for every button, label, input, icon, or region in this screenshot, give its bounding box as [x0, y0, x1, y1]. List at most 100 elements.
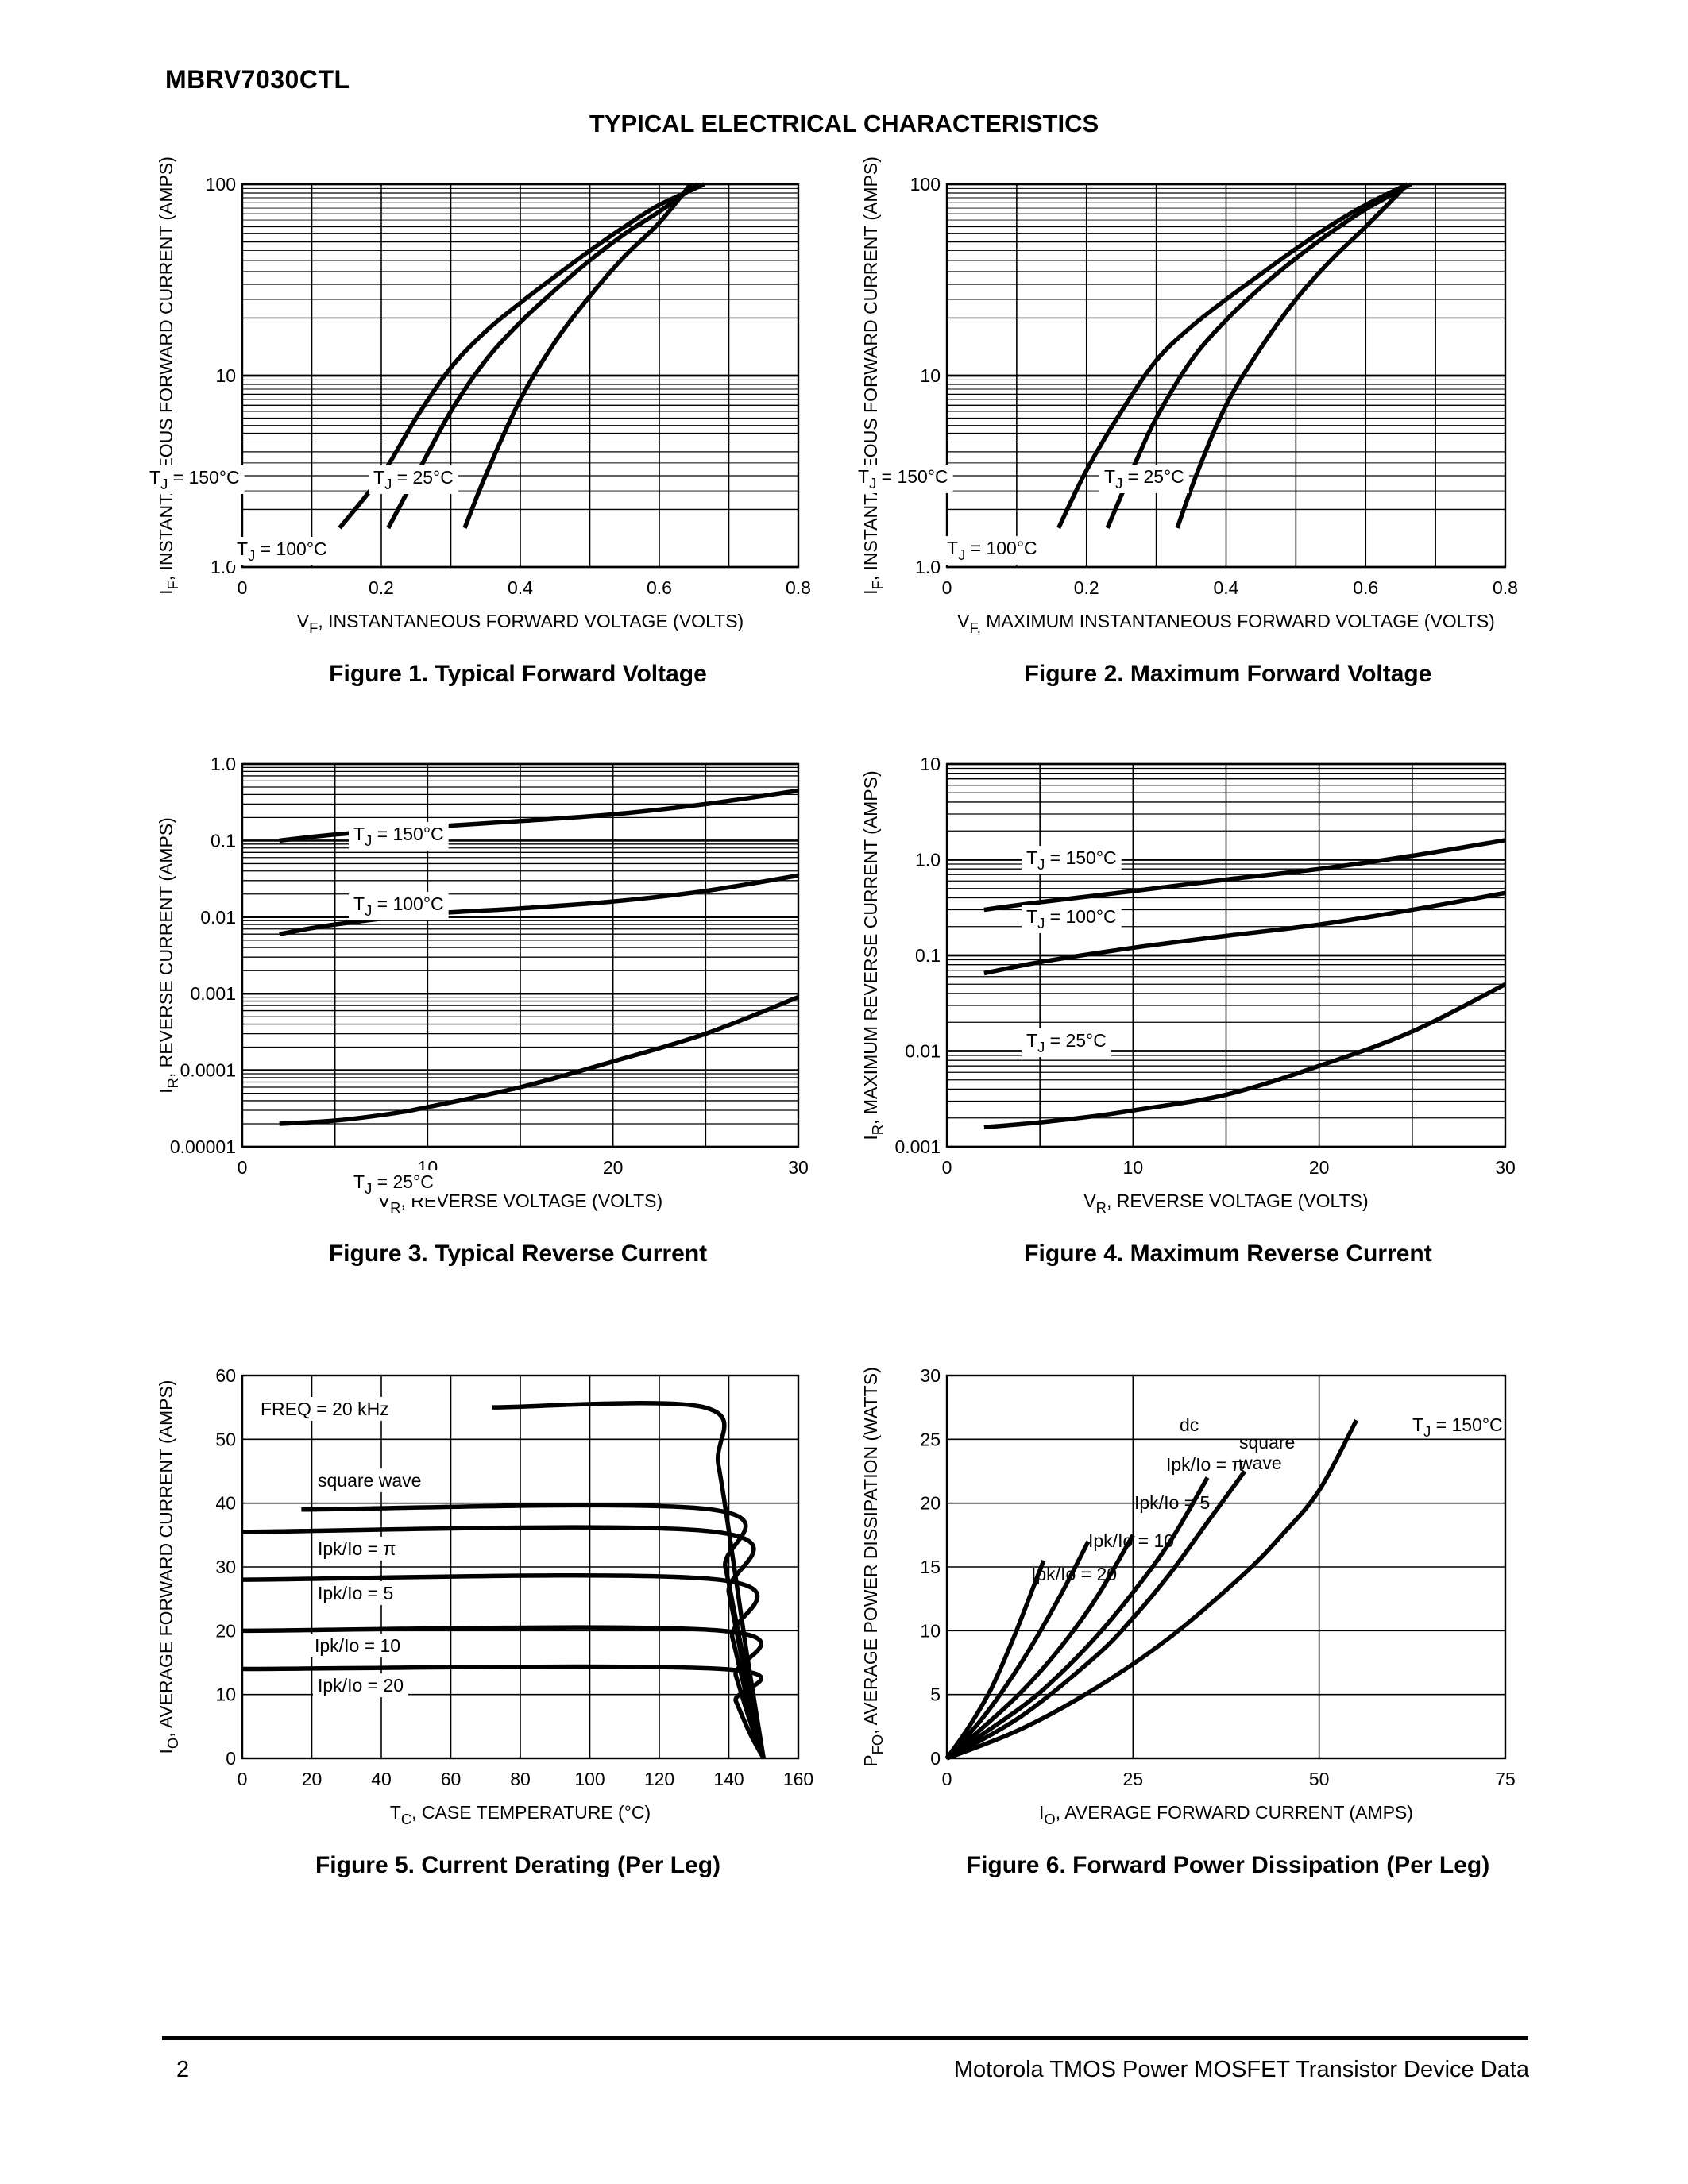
- x-tick-label: 0: [238, 577, 248, 598]
- fig5-y-axis-title: IO, AVERAGE FORWARD CURRENT (AMPS): [156, 1380, 181, 1754]
- x-tick-label: 0.4: [1214, 577, 1239, 598]
- figure-3-caption: Figure 3. Typical Reverse Current: [328, 1241, 708, 1267]
- fig1-series-0: [338, 182, 706, 530]
- x-tick-label: 160: [783, 1769, 813, 1789]
- fig2-x-axis-title: VF, MAXIMUM INSTANTANEOUS FORWARD VOLTAG…: [957, 611, 1495, 636]
- y-tick-label: 40: [215, 1493, 236, 1514]
- fig4-y-axis-title: IR, MAXIMUM REVERSE CURRENT (AMPS): [860, 770, 886, 1140]
- fig1-label-1-bg: [232, 537, 332, 565]
- fig5-series-4: [241, 1625, 766, 1759]
- x-tick-label: 0.8: [1493, 577, 1518, 598]
- y-tick-label: 10: [920, 754, 941, 774]
- x-tick-label: 25: [1123, 1769, 1144, 1789]
- fig6-series-3: [945, 1534, 1135, 1761]
- y-tick-label: 0.1: [211, 830, 236, 851]
- fig5-label-1: square wave: [318, 1470, 421, 1491]
- fig2-label-2: TJ = 25°C: [1104, 466, 1184, 492]
- figure-4-caption: Figure 4. Maximum Reverse Current: [1024, 1241, 1432, 1267]
- figure-4-chart: 0 10 20 30 0.001 0.01 0.1 1.0 10 VR, REVERSE VOLT…: [731, 731, 1525, 1334]
- fig6-label-5: Ipk/Io = 10: [1088, 1530, 1174, 1551]
- y-tick-label: 0.00001: [170, 1136, 236, 1157]
- fig2-series-2: [1175, 183, 1409, 529]
- fig3-label-2: TJ = 25°C: [353, 1171, 434, 1197]
- fig1-grid: [241, 183, 799, 569]
- x-tick-label: 50: [1309, 1769, 1330, 1789]
- x-tick-label: 0: [942, 1157, 952, 1178]
- x-tick-label: 40: [371, 1769, 392, 1789]
- y-tick-label: 0.0001: [180, 1060, 236, 1081]
- fig5-label-3-bg: [313, 1581, 399, 1605]
- page-title: TYPICAL ELECTRICAL CHARACTERISTICS: [589, 110, 1099, 137]
- fig3-series-0: [279, 788, 799, 843]
- fig6-label-0: dc: [1180, 1414, 1199, 1435]
- fig2-label-0-bg: [853, 465, 953, 493]
- figure-5-caption: Figure 5. Current Derating (Per Leg): [315, 1852, 721, 1878]
- fig6-label-6: Ipk/Io = 20: [1031, 1564, 1117, 1584]
- fig1-x-axis-title: VF, INSTANTANEOUS FORWARD VOLTAGE (VOLTS…: [297, 611, 744, 636]
- fig1-label-0-bg: [145, 465, 245, 494]
- y-tick-label: 1.0: [915, 557, 941, 577]
- y-tick-label: 0.01: [905, 1041, 941, 1062]
- y-tick-label: 1.0: [915, 850, 941, 870]
- tj-annotation: TJ = 150°C: [1412, 1414, 1503, 1440]
- fig5-series-3: [241, 1572, 766, 1759]
- fig4-label-1: TJ = 100°C: [1026, 906, 1117, 932]
- fig4-label-0-bg: [1022, 846, 1122, 874]
- y-tick-label: 0.01: [200, 907, 236, 928]
- fig1-label-1: TJ = 100°C: [237, 538, 327, 564]
- y-tick-label: 5: [930, 1684, 941, 1705]
- figure-2-caption: Figure 2. Maximum Forward Voltage: [1024, 661, 1432, 687]
- fig2-svg: 0 0.2 0.4 0.6 0.8 1.0 10 100 VF, MAXIMUM INSTANT…: [853, 156, 1518, 636]
- fig2-series-0: [1056, 182, 1409, 530]
- x-tick-label: 30: [788, 1157, 809, 1178]
- y-tick-label: 20: [920, 1493, 941, 1514]
- fig6-label-2: wave: [1238, 1453, 1282, 1473]
- fig3-series-2: [279, 995, 800, 1126]
- fig2-label-1: TJ = 100°C: [947, 538, 1037, 563]
- fig6-x-axis-title: IO, AVERAGE FORWARD CURRENT (AMPS): [1039, 1802, 1413, 1827]
- fig3-grid: [241, 762, 799, 1148]
- y-tick-label: 0.001: [894, 1136, 941, 1157]
- x-tick-label: 140: [713, 1769, 744, 1789]
- fig2-y-axis-title: IF, INSTANTANEOUS FORWARD CURRENT (AMPS): [860, 156, 886, 595]
- y-tick-label: 100: [910, 174, 941, 195]
- fig5-svg: 0 20 40 60 80 100 120 140 160 0 10 20 30 40 50 60 TC, CA…: [156, 1365, 813, 1827]
- y-tick-label: 1.0: [211, 754, 236, 774]
- fig1-plot-frame: [241, 183, 800, 569]
- figure-6-caption: Figure 6. Forward Power Dissipation (Per…: [966, 1852, 1490, 1878]
- fig4-series-2: [983, 982, 1507, 1130]
- fig4-label-2: TJ = 25°C: [1026, 1030, 1107, 1055]
- fig3-plot-frame: [241, 762, 800, 1148]
- y-tick-label: 60: [215, 1365, 236, 1386]
- fig3-y-axis-title: IR, REVERSE CURRENT (AMPS): [156, 817, 181, 1094]
- figure-3-chart: 0 10 20 30 0.00001 0.0001 0.001 0.01 0.1 1.0 VR, R…: [24, 731, 818, 1334]
- fig6-svg: 0 25 50 75 0 5 10 15 20 25 30 IO, AVERAGE FORWARD C…: [860, 1365, 1516, 1827]
- x-tick-label: 0.4: [508, 577, 533, 598]
- fig1-label-2: TJ = 25°C: [373, 467, 454, 492]
- y-tick-label: 50: [215, 1429, 236, 1449]
- figure-1-chart: 0 0.2 0.4 0.6 0.8 1.0 10 100 VF, INSTANTANEOUS F…: [24, 151, 818, 754]
- x-tick-label: 0.8: [786, 577, 811, 598]
- x-tick-label: 100: [574, 1769, 605, 1789]
- x-tick-label: 30: [1495, 1157, 1516, 1178]
- x-tick-label: 0: [238, 1157, 248, 1178]
- x-tick-label: 0: [942, 1769, 952, 1789]
- y-tick-label: 1.0: [211, 557, 236, 577]
- fig6-y-axis-title: PFO, AVERAGE POWER DISSIPATION (WATTS): [860, 1367, 886, 1767]
- fig3-label-0: TJ = 150°C: [353, 824, 444, 849]
- fig2-label-2-bg: [1099, 465, 1189, 493]
- x-tick-label: 0: [238, 1769, 248, 1789]
- fig5-label-4: Ipk/Io = 10: [315, 1635, 400, 1656]
- y-tick-label: 10: [215, 1684, 236, 1705]
- fig5-x-axis-title: TC, CASE TEMPERATURE (°C): [390, 1802, 651, 1827]
- y-tick-label: 100: [206, 174, 236, 195]
- page-number: 2: [176, 2057, 190, 2082]
- fig4-svg: 0 10 20 30 0.001 0.01 0.1 1.0 10 VR, REVERSE VOLT…: [860, 754, 1516, 1216]
- x-tick-label: 20: [1309, 1157, 1330, 1178]
- fig4-grid: [946, 762, 1506, 1148]
- fig6-series-5: [944, 1559, 1046, 1760]
- x-tick-label: 0.6: [1353, 577, 1378, 598]
- x-tick-label: 0: [942, 577, 952, 598]
- fig5-series-5: [241, 1664, 766, 1760]
- fig6-plot-frame: [945, 1374, 1507, 1760]
